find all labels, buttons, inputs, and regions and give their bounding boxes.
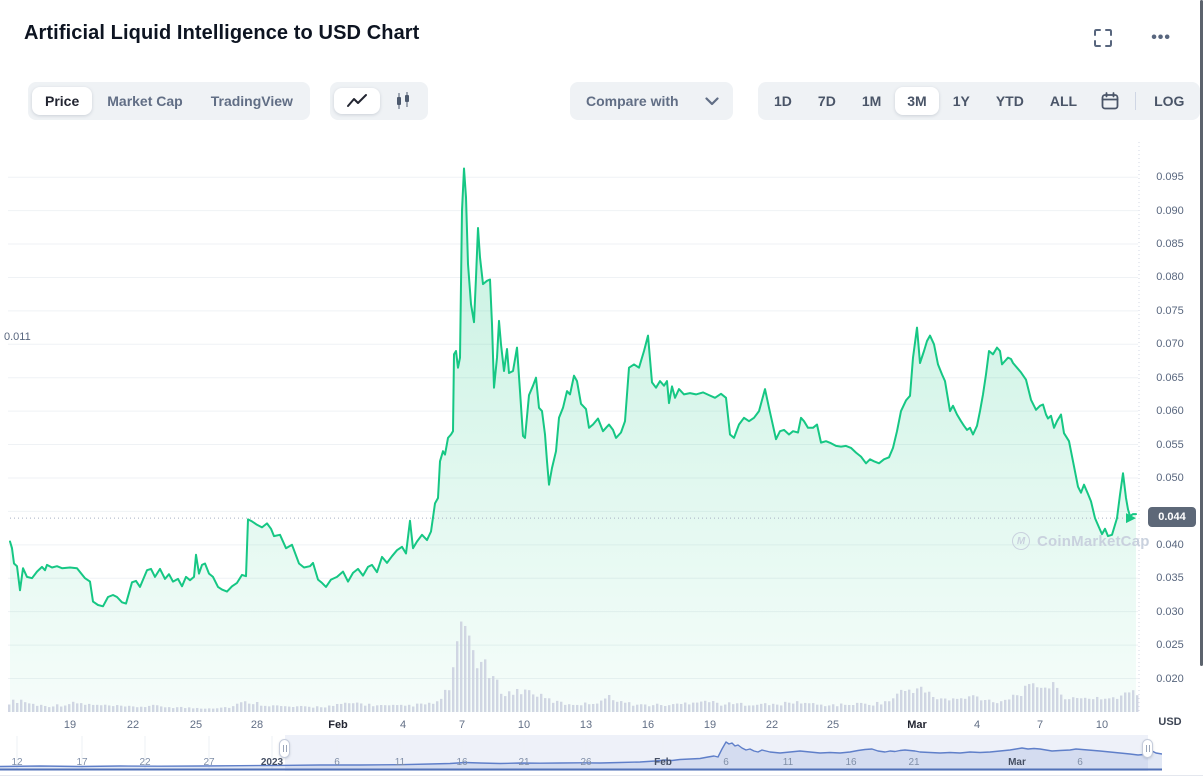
y-tick-label: 0.080 [1156,271,1184,284]
price-marketcap-tradingview-tabs: Price Market Cap TradingView [28,82,310,120]
y-tick-label: 0.030 [1156,605,1184,618]
range-1d[interactable]: 1D [762,87,804,115]
tab-tradingview[interactable]: TradingView [198,87,306,115]
navigator-tick-label: 26 [580,757,592,768]
compare-with-dropdown[interactable]: Compare with [570,82,733,120]
navigator-tick-label: 11 [782,757,794,768]
y-tick-label: 0.020 [1156,672,1184,685]
scrollbar[interactable] [1200,0,1203,666]
navigator[interactable]: 12 17 22 27 2023 6 11 16 21 26 Feb 6 11 16 21 Mar 6 [0,735,1162,771]
x-tick-label: 25 [826,719,840,731]
x-tick-label: Mar [907,719,927,731]
x-tick-label: 19 [703,719,717,731]
page-bottom-divider [0,775,1203,776]
current-price-badge: 0.044 [1148,507,1196,527]
x-tick-label: 10 [517,719,531,731]
navigator-tick-label: 12 [11,757,23,768]
y-tick-label: 0.040 [1156,538,1184,551]
range-all[interactable]: ALL [1038,87,1089,115]
navigator-tick-label: 6 [334,757,340,768]
date-range-group: 1D 7D 1M 3M 1Y YTD ALL LOG [758,82,1201,120]
more-options-icon[interactable]: ••• [1151,29,1171,46]
range-group-divider [1135,92,1137,110]
left-axis-label: 0.011 [4,331,31,343]
chart-type-toggle [330,82,428,120]
candlestick-chart-icon[interactable] [382,86,424,116]
navigator-tick-label: 21 [908,757,920,768]
y-tick-label: 0.050 [1156,471,1184,484]
page-title: Artificial Liquid Intelligence to USD Ch… [24,22,420,44]
tab-price[interactable]: Price [32,87,93,115]
chevron-down-icon [704,96,719,105]
navigator-tick-label: 27 [203,757,215,768]
line-chart-icon[interactable] [334,88,380,114]
navigator-left-handle[interactable] [279,739,290,758]
x-tick-label: 7 [1036,719,1044,731]
navigator-right-handle[interactable] [1142,739,1153,758]
chart-toolbar: Price Market Cap TradingView Compare with … [0,82,1203,120]
x-tick-label: 22 [126,719,140,731]
y-tick-label: 0.075 [1156,304,1184,317]
navigator-tick-label: 11 [394,757,406,768]
x-tick-label: Feb [328,719,348,731]
x-tick-label: 28 [250,719,264,731]
range-ytd[interactable]: YTD [984,87,1036,115]
x-tick-label: 4 [973,719,981,731]
range-1y[interactable]: 1Y [941,87,982,115]
navigator-tick-label: 6 [1077,757,1083,768]
y-tick-label: 0.090 [1156,204,1184,217]
log-scale-toggle[interactable]: LOG [1142,87,1196,115]
navigator-tick-label: 6 [723,757,729,768]
y-tick-label: 0.060 [1156,405,1184,418]
y-tick-label: 0.095 [1156,171,1184,184]
navigator-tick-label: 2023 [260,757,284,768]
price-chart[interactable] [0,140,1140,712]
y-axis-unit-label: USD [1158,716,1182,728]
navigator-tick-label: 17 [76,757,88,768]
compare-with-label: Compare with [586,93,679,109]
y-tick-label: 0.065 [1156,371,1184,384]
tab-market-cap[interactable]: Market Cap [94,87,195,115]
navigator-tick-label: Mar [1008,757,1026,768]
y-tick-label: 0.025 [1156,639,1184,652]
x-tick-label: 7 [458,719,466,731]
x-tick-label: 22 [765,719,779,731]
x-tick-label: 16 [641,719,655,731]
range-7d[interactable]: 7D [806,87,848,115]
x-tick-label: 13 [579,719,593,731]
x-tick-label: 4 [399,719,407,731]
range-3m[interactable]: 3M [895,87,939,115]
fullscreen-icon[interactable] [1093,28,1113,48]
y-tick-label: 0.085 [1156,238,1184,251]
y-tick-label: 0.035 [1156,572,1184,585]
navigator-tick-label: 21 [518,757,530,768]
navigator-selected-range[interactable] [285,735,1148,771]
range-1m[interactable]: 1M [850,87,893,115]
navigator-chart[interactable] [0,735,1162,771]
x-tick-label: 19 [63,719,77,731]
y-tick-label: 0.055 [1156,438,1184,451]
navigator-tick-label: 16 [456,757,468,768]
navigator-tick-label: 16 [845,757,857,768]
navigator-tick-label: 22 [139,757,151,768]
x-tick-label: 25 [189,719,203,731]
y-tick-label: 0.070 [1156,338,1184,351]
navigator-tick-label: Feb [654,757,672,768]
x-tick-label: 10 [1095,719,1109,731]
calendar-icon[interactable] [1091,86,1129,116]
